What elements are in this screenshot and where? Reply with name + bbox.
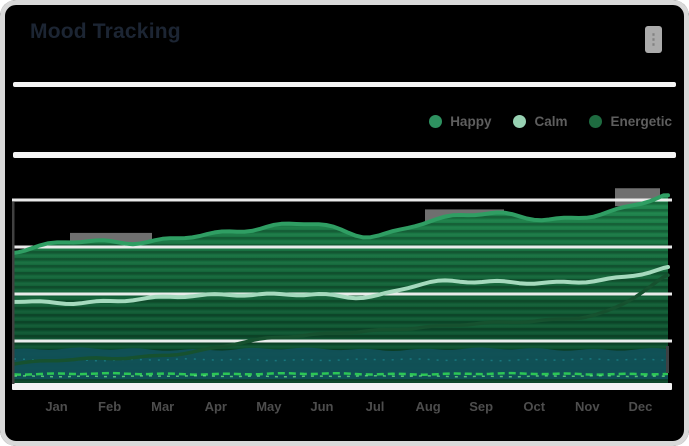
- x-tick-label: Sep: [469, 399, 494, 414]
- x-tick-label: Dec: [628, 399, 653, 414]
- x-tick-label: Aug: [415, 399, 441, 414]
- header-divider: [13, 82, 676, 87]
- x-tick-label: Jan: [45, 399, 68, 414]
- x-tick-label: Mar: [151, 399, 175, 414]
- x-tick-label: May: [256, 399, 282, 414]
- legend-label: Happy: [450, 114, 492, 129]
- x-tick-label: Feb: [98, 399, 122, 414]
- legend-dot-icon: [429, 115, 443, 128]
- kebab-menu-icon[interactable]: ⋮: [645, 26, 662, 53]
- legend-dot-icon: [589, 115, 603, 128]
- baseline-band: [12, 383, 672, 390]
- gridline: [12, 198, 672, 202]
- legend-item-energetic[interactable]: Energetic: [589, 114, 672, 129]
- chart-top-gridband: [13, 152, 676, 158]
- gridline: [12, 292, 672, 296]
- x-tick-label: Apr: [204, 399, 227, 414]
- legend-label: Calm: [534, 114, 568, 129]
- noise-line: [13, 371, 669, 376]
- legend-item-happy[interactable]: Happy: [429, 114, 491, 129]
- gridline: [12, 245, 672, 249]
- x-tick-label: Jun: [310, 399, 334, 414]
- calm-line: [12, 265, 670, 306]
- legend-item-calm[interactable]: Calm: [513, 114, 567, 129]
- x-tick-label: Nov: [575, 399, 600, 414]
- gridline: [12, 339, 672, 343]
- legend-label: Energetic: [610, 114, 672, 129]
- x-tick-label: Oct: [523, 399, 546, 414]
- x-tick-label: Jul: [365, 399, 385, 414]
- legend-dot-icon: [513, 115, 527, 128]
- mood-area-chart: [12, 160, 672, 392]
- right-edge-sliver: [666, 346, 669, 373]
- energetic-line: [12, 273, 670, 366]
- card-title: Mood Tracking: [30, 20, 181, 43]
- happy-line: [12, 193, 670, 255]
- chart-svg: [12, 188, 672, 390]
- x-axis-labels: Jan Feb Mar Apr May Jun Jul Aug Sep Oct Nov Dec: [30, 399, 667, 414]
- chart-legend: Happy Calm Energetic: [429, 114, 672, 129]
- noise-line-alt: [13, 374, 669, 378]
- left-axis-sliver: [12, 202, 15, 384]
